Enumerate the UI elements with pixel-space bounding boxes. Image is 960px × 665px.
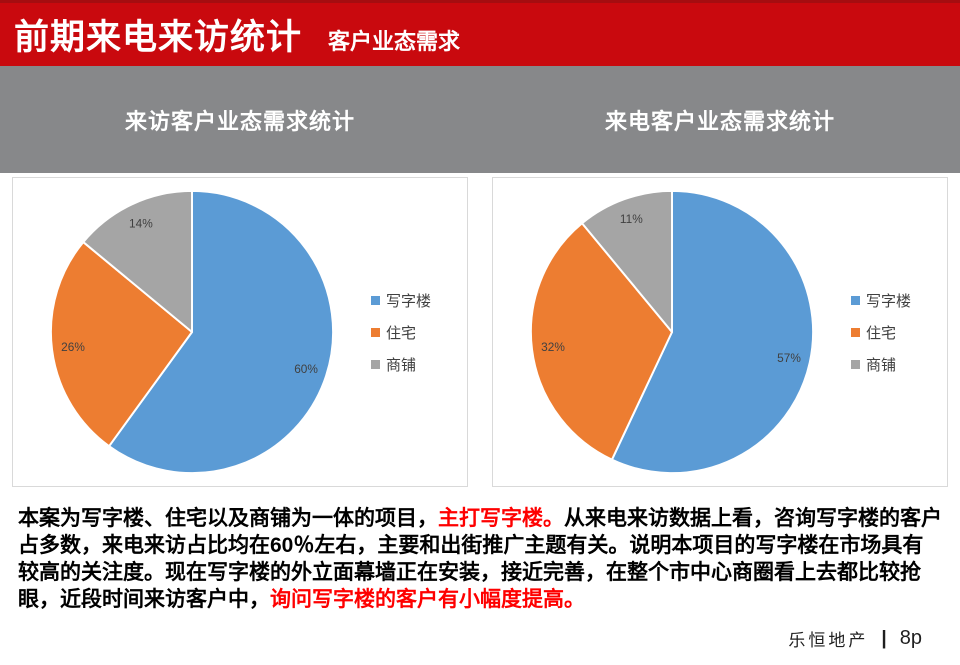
- pie-slice-住宅: [49, 241, 193, 448]
- right-band-column: 来电客户业态需求统计: [480, 66, 960, 173]
- legend-swatch-icon: [371, 327, 380, 337]
- body-text-segment-red: 主打写字楼。: [438, 507, 564, 530]
- legend-swatch-icon: [851, 295, 860, 305]
- left-band-column: 来访客户业态需求统计: [0, 66, 480, 173]
- slide-header: 前期来电来访统计 客户业态需求: [0, 0, 960, 66]
- legend-swatch-icon: [371, 295, 380, 305]
- visit-pie-chart-panel: 60% 26% 14% 写字楼住宅商铺: [12, 177, 468, 487]
- legend-label: 住宅: [866, 325, 897, 342]
- legend-swatch-icon: [851, 359, 860, 369]
- section-title-band: 来访客户业态需求统计 来电客户业态需求统计: [0, 66, 960, 173]
- legend-label: 商铺: [386, 357, 417, 374]
- legend-label: 住宅: [386, 325, 417, 342]
- slide-footer: 乐恒地产 | 8p: [788, 626, 922, 651]
- legend-item-住宅: 住宅: [371, 322, 457, 343]
- call-chart-legend: 写字楼 住宅 商铺: [851, 290, 947, 375]
- pie-slice-商铺: [581, 189, 673, 333]
- body-text-segment-black: 从来电来访数据上看，咨询写字楼的客户占多数，来电来访占比均在60％左右，主要和出…: [18, 507, 942, 611]
- legend-item-写字楼: 写字楼: [851, 290, 937, 311]
- legend-item-商铺: 商铺: [851, 354, 937, 375]
- footer-separator: |: [881, 627, 887, 649]
- pie-slice-写字楼: [108, 189, 334, 475]
- pie-value-label: 14%: [129, 216, 153, 230]
- call-pie-area: 57% 32% 11%: [493, 184, 851, 480]
- legend-label: 写字楼: [386, 293, 432, 310]
- pie-value-label: 11%: [620, 212, 643, 226]
- body-text-segment-black: 本案为写字楼、住宅以及商铺为一体的项目，: [18, 507, 438, 530]
- pie-value-label: 60%: [294, 362, 318, 376]
- body-text-segment-red: 询问写字楼的客户有小幅度提高。: [270, 588, 585, 611]
- pie-chart: 60% 26% 14%: [49, 189, 334, 475]
- page-subtitle: 客户业态需求: [328, 29, 461, 54]
- company-name: 乐恒地产: [788, 631, 869, 650]
- visit-pie-area: 60% 26% 14%: [13, 184, 371, 480]
- pie-value-label: 32%: [541, 340, 565, 354]
- right-chart-title: 来电客户业态需求统计: [604, 108, 835, 134]
- call-pie-chart-panel: 57% 32% 11% 写字楼住宅商铺: [492, 177, 948, 487]
- legend-swatch-icon: [851, 327, 860, 337]
- analysis-paragraph: 本案为写字楼、住宅以及商铺为一体的项目，主打写字楼。从来电来访数据上看，咨询写字…: [18, 505, 942, 613]
- page-title: 前期来电来访统计: [14, 18, 303, 57]
- left-chart-title: 来访客户业态需求统计: [124, 108, 355, 134]
- pie-slice-住宅: [529, 222, 673, 461]
- charts-row: 60% 26% 14% 写字楼住宅商铺 57% 32% 11% 写字楼住宅商铺: [12, 177, 948, 487]
- legend-label: 商铺: [866, 357, 897, 374]
- legend-item-写字楼: 写字楼: [371, 290, 457, 311]
- legend-item-住宅: 住宅: [851, 322, 937, 343]
- pie-value-label: 57%: [777, 351, 801, 365]
- pie-chart: 57% 32% 11%: [529, 189, 815, 475]
- legend-item-商铺: 商铺: [371, 354, 457, 375]
- pie-value-label: 26%: [61, 340, 85, 354]
- page-number: 8p: [899, 627, 922, 649]
- pie-slice-写字楼: [610, 189, 815, 475]
- legend-swatch-icon: [371, 359, 380, 369]
- legend-label: 写字楼: [866, 293, 912, 310]
- visit-chart-legend: 写字楼 住宅 商铺: [371, 290, 467, 375]
- pie-slice-商铺: [82, 189, 193, 333]
